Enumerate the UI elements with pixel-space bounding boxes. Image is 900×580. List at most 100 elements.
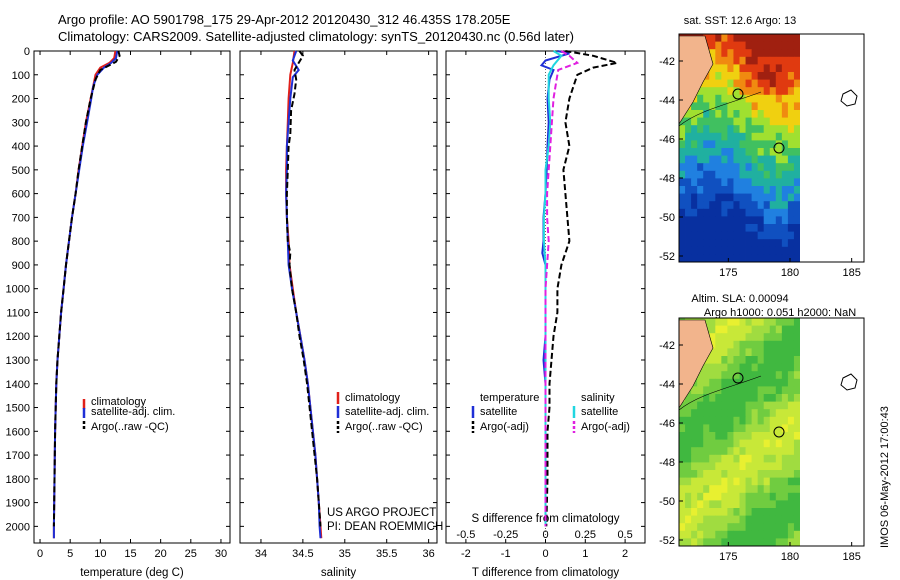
map-cell <box>793 170 801 179</box>
map-cell <box>787 432 795 440</box>
map-cell <box>739 424 746 433</box>
map-cell <box>679 508 686 516</box>
map-cell <box>763 79 771 88</box>
map-frame <box>678 317 865 547</box>
map-cell <box>781 424 789 433</box>
y-tick-label: 800 <box>12 236 30 248</box>
map-cell <box>763 394 771 402</box>
map-cell <box>709 239 716 248</box>
map-cell <box>793 515 801 524</box>
map-x-tick-label: 185 <box>842 551 860 563</box>
map-cell <box>769 454 777 463</box>
map-cell <box>703 454 710 463</box>
map-cell <box>745 386 752 395</box>
map-cell <box>727 538 734 547</box>
map-cell <box>721 216 728 225</box>
map-cell <box>769 216 777 225</box>
map-cell <box>703 530 710 539</box>
map-cell <box>763 318 771 326</box>
map-cell <box>745 439 752 448</box>
map-cell <box>781 340 789 349</box>
map-cell <box>793 41 801 50</box>
map-cell <box>727 394 734 402</box>
x-axis-label: salinity <box>321 567 356 579</box>
map-cell <box>715 470 722 478</box>
map-cell <box>775 140 783 149</box>
map-cell <box>727 186 734 194</box>
map-cell <box>739 140 746 149</box>
map-cell <box>733 432 740 440</box>
map-cell <box>769 333 777 342</box>
map-cell <box>775 49 783 58</box>
map-cell <box>769 56 777 65</box>
map-cell <box>787 87 795 96</box>
map-cell <box>751 117 759 126</box>
map-cell <box>691 492 698 501</box>
map-cell <box>679 224 686 232</box>
legend-argo-label: Argo(..raw -QC) <box>91 421 169 433</box>
map-cell <box>757 216 765 225</box>
map-cell <box>721 186 728 194</box>
map-cell <box>715 485 722 494</box>
map-cell <box>751 432 759 440</box>
map-cell <box>775 34 783 42</box>
map-cell <box>703 193 710 202</box>
map-cell <box>775 201 783 210</box>
map-cell <box>709 102 716 111</box>
map-cell <box>721 477 728 486</box>
map-cell <box>733 409 740 418</box>
map-cell <box>721 454 728 463</box>
map-cell <box>697 378 704 387</box>
contour-line <box>678 375 762 411</box>
map-cell <box>715 515 722 524</box>
map-cell <box>787 515 795 524</box>
map-cell <box>745 231 752 240</box>
map-cell <box>679 477 686 486</box>
map-cell <box>703 363 710 372</box>
x-tick-label: 34.5 <box>292 548 313 560</box>
map-cell <box>715 87 722 96</box>
y-tick-label: 1800 <box>6 474 30 486</box>
map-cell <box>721 102 728 111</box>
map-cell <box>715 523 722 532</box>
map-cell <box>751 416 759 425</box>
map-cell <box>769 239 777 248</box>
map-cell <box>679 246 686 255</box>
map-cell <box>685 117 692 126</box>
y-tick-label: 2000 <box>6 521 30 533</box>
map-cell <box>727 477 734 486</box>
map-cell <box>787 401 795 410</box>
map-cell <box>739 110 746 118</box>
map-cell <box>763 155 771 164</box>
map-cell <box>793 386 801 395</box>
map-cell <box>727 447 734 456</box>
map-cell <box>745 515 752 524</box>
map-cell <box>691 530 698 539</box>
map-cell <box>733 454 740 463</box>
map-cell <box>763 523 771 532</box>
map-cell <box>685 530 692 539</box>
map-cell <box>721 401 728 410</box>
map-cell <box>775 409 783 418</box>
map-cell <box>781 239 789 248</box>
map-cell <box>685 538 692 547</box>
map-cell <box>721 231 728 240</box>
map-cell <box>745 530 752 539</box>
map-cell <box>775 348 783 357</box>
map-cell <box>769 394 777 402</box>
map-cell <box>793 79 801 88</box>
map-cell <box>757 378 765 387</box>
map-cell <box>757 515 765 524</box>
map-cell <box>751 500 759 509</box>
map-y-tick-label: -50 <box>659 212 675 224</box>
map-cell <box>781 201 789 210</box>
map-cell <box>745 454 752 463</box>
map-cell <box>763 72 771 80</box>
map-cell <box>721 470 728 478</box>
map-cell <box>715 163 722 172</box>
contour-line <box>678 91 762 127</box>
map-cell <box>763 186 771 194</box>
map-cell <box>787 148 795 156</box>
y-tick-label: 1500 <box>6 403 30 415</box>
map-cell <box>679 186 686 194</box>
